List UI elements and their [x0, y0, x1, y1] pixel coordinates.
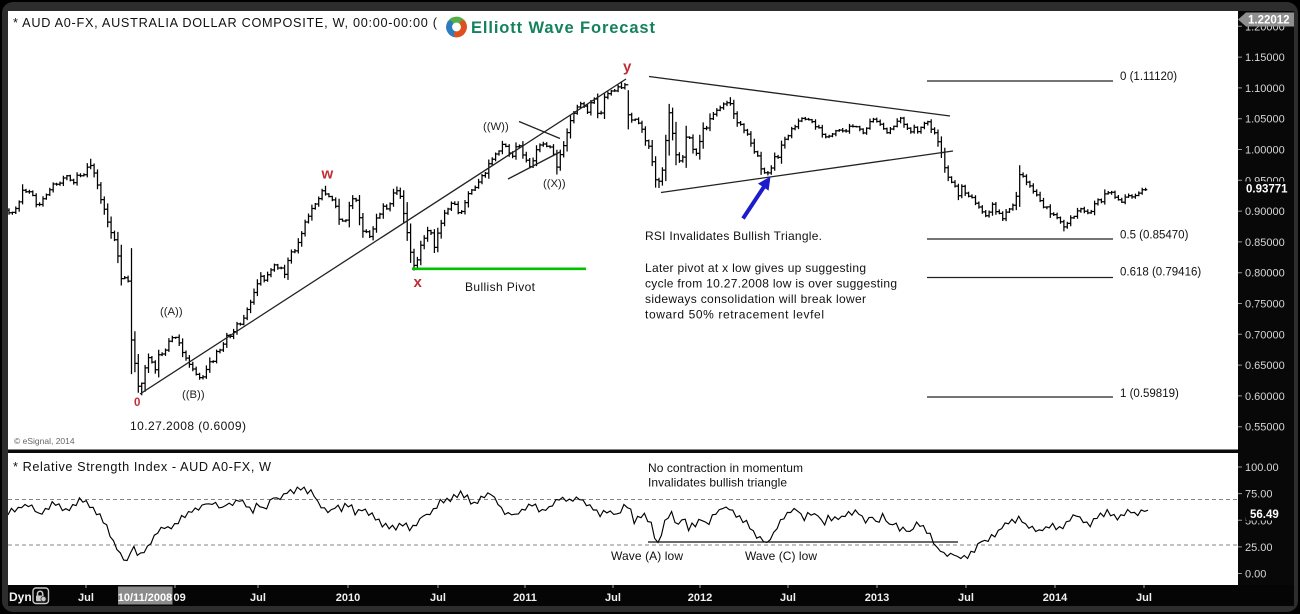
svg-text:0: 0 — [134, 397, 140, 409]
svg-text:Jul: Jul — [78, 592, 94, 604]
svg-text:56.49: 56.49 — [1250, 509, 1279, 521]
svg-text:10/11/2008: 10/11/2008 — [118, 592, 172, 604]
svg-text:((B)): ((B)) — [182, 389, 205, 401]
svg-text:75.00: 75.00 — [1245, 489, 1273, 501]
svg-text:© eSignal, 2014: © eSignal, 2014 — [14, 436, 75, 446]
svg-text:1.10000: 1.10000 — [1245, 83, 1285, 95]
svg-text:RSI Invalidates Bullish Triang: RSI Invalidates Bullish Triangle. — [645, 229, 822, 243]
svg-text:cycle from 10.27.2008 low is o: cycle from 10.27.2008 low is over sugges… — [645, 277, 897, 291]
svg-text:1.22012: 1.22012 — [1248, 15, 1290, 27]
svg-text:No contraction in momentum: No contraction in momentum — [648, 461, 803, 475]
svg-text:0.618 (0.79416): 0.618 (0.79416) — [1120, 267, 1201, 279]
svg-text:0.5 (0.85470): 0.5 (0.85470) — [1120, 230, 1189, 242]
svg-text:Bullish Pivot: Bullish Pivot — [465, 280, 536, 294]
svg-text:1.15000: 1.15000 — [1245, 52, 1285, 64]
svg-text:09: 09 — [174, 592, 186, 604]
svg-text:sideways consolidation will br: sideways consolidation will break lower — [645, 292, 866, 306]
svg-text:0.65000: 0.65000 — [1245, 360, 1285, 372]
svg-text:Wave (C) low: Wave (C) low — [745, 549, 817, 563]
svg-text:0.90000: 0.90000 — [1245, 206, 1285, 218]
svg-text:Later pivot at x low gives up: Later pivot at x low gives up suggesting — [645, 261, 866, 275]
svg-text:Jul: Jul — [1136, 592, 1152, 604]
svg-text:0.85000: 0.85000 — [1245, 237, 1285, 249]
svg-text:100.00: 100.00 — [1245, 462, 1279, 474]
svg-text:Jul: Jul — [430, 592, 446, 604]
svg-text:((A)): ((A)) — [160, 306, 183, 318]
svg-text:y: y — [623, 59, 632, 76]
svg-text:* AUD A0-FX, AUSTRALIA DOLLAR: * AUD A0-FX, AUSTRALIA DOLLAR COMPOSITE,… — [13, 16, 438, 30]
svg-text:Jul: Jul — [605, 592, 621, 604]
svg-text:0 (1.11120): 0 (1.11120) — [1120, 71, 1177, 83]
svg-text:25.00: 25.00 — [1245, 542, 1273, 554]
svg-text:0.75000: 0.75000 — [1245, 299, 1285, 311]
svg-text:2010: 2010 — [336, 592, 360, 604]
svg-text:0.55000: 0.55000 — [1245, 422, 1285, 434]
svg-text:Jul: Jul — [958, 592, 974, 604]
svg-text:w: w — [321, 166, 334, 183]
svg-text:x: x — [414, 274, 423, 291]
svg-text:1 (0.59819): 1 (0.59819) — [1120, 388, 1179, 400]
svg-text:2011: 2011 — [513, 592, 537, 604]
svg-text:((X)): ((X)) — [543, 178, 566, 190]
svg-text:((W)): ((W)) — [483, 121, 509, 133]
svg-text:0.00: 0.00 — [1245, 569, 1266, 581]
svg-text:* Relative Strength Index - AU: * Relative Strength Index - AUD A0-FX, W — [13, 460, 271, 474]
svg-text:0.80000: 0.80000 — [1245, 268, 1285, 280]
svg-text:1.05000: 1.05000 — [1245, 114, 1285, 126]
svg-text:0.60000: 0.60000 — [1245, 391, 1285, 403]
svg-text:10.27.2008 (0.6009): 10.27.2008 (0.6009) — [130, 419, 246, 433]
svg-text:toward 50% retracement levfel: toward 50% retracement levfel — [645, 308, 824, 322]
svg-text:Wave (A) low: Wave (A) low — [611, 549, 683, 563]
svg-text:2014: 2014 — [1043, 592, 1068, 604]
svg-text:Dyn: Dyn — [9, 590, 32, 604]
svg-text:Jul: Jul — [780, 592, 796, 604]
svg-text:Jul: Jul — [250, 592, 266, 604]
svg-text:2012: 2012 — [688, 592, 712, 604]
svg-text:Elliott Wave Forecast: Elliott Wave Forecast — [471, 19, 656, 37]
svg-text:2013: 2013 — [865, 592, 889, 604]
svg-text:0.70000: 0.70000 — [1245, 329, 1285, 341]
svg-text:1.00000: 1.00000 — [1245, 145, 1285, 157]
svg-text:0.93771: 0.93771 — [1246, 184, 1288, 196]
svg-text:Invalidates bullish triangle: Invalidates bullish triangle — [648, 476, 787, 490]
